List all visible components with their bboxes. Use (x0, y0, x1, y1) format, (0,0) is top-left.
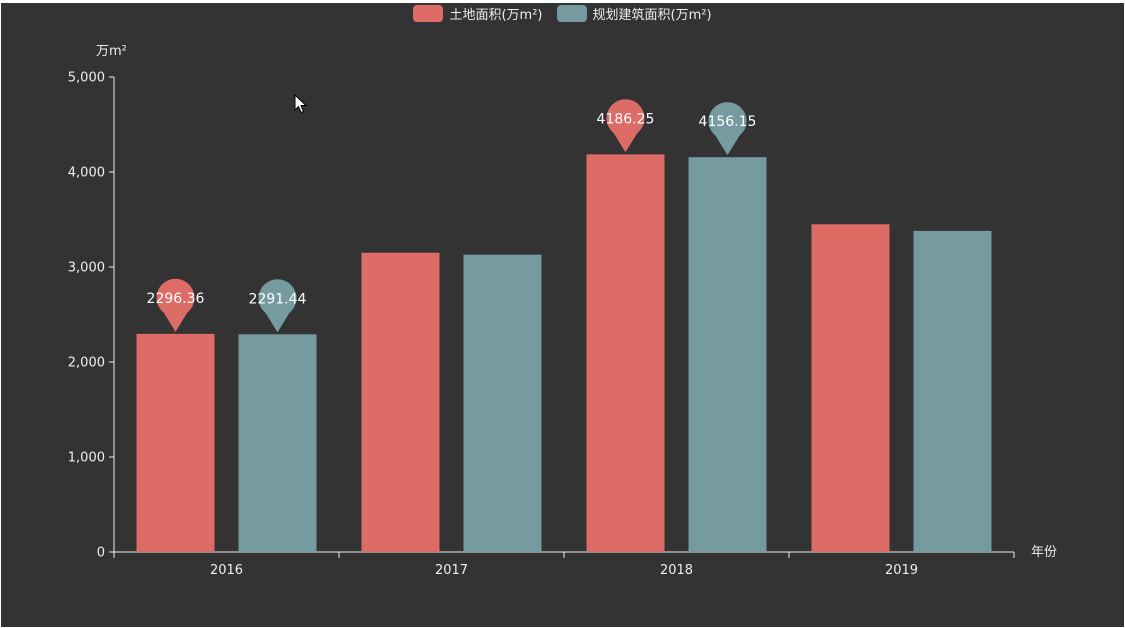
bar-1-2017[interactable] (463, 254, 542, 552)
x-tick-label: 2016 (210, 563, 243, 578)
markpoint-label: 4186.25 (597, 111, 655, 127)
markpoint-pin[interactable] (156, 278, 195, 332)
y-axis: 0 1,000 2,000 3,000 4,000 5,000 (68, 71, 115, 561)
y-tick-label: 0 (97, 546, 105, 561)
x-axis: 2016 2017 2018 2019 (113, 551, 1015, 578)
bar-0-2018[interactable] (586, 154, 665, 552)
arrow-pointer-icon (294, 94, 308, 114)
y-tick-label: 4,000 (68, 166, 105, 181)
markpoint-pin[interactable] (708, 102, 747, 156)
y-axis-title: 万m² (96, 44, 127, 59)
y-tick-label: 1,000 (68, 451, 105, 466)
bar-1-2019[interactable] (913, 230, 992, 552)
legend-label-land-area: 土地面积(万m²) (449, 8, 543, 23)
bar-0-2016[interactable] (136, 333, 215, 552)
legend: 土地面积(万m²) 规划建筑面积(万m²) (0, 4, 1125, 23)
markpoint-label: 4156.15 (699, 114, 757, 130)
x-tick-label: 2017 (435, 563, 468, 578)
bar-0-2017[interactable] (361, 252, 440, 552)
markpoint-label: 2291.44 (249, 291, 307, 307)
legend-item-planned-building-area[interactable]: 规划建筑面积(万m²) (556, 4, 712, 23)
legend-label-planned-building-area: 规划建筑面积(万m²) (592, 8, 712, 23)
markpoints: 2296.36 2291.44 4186.25 4156.15 (147, 99, 757, 333)
y-tick-label: 5,000 (68, 71, 105, 86)
x-tick-label: 2019 (885, 563, 918, 578)
bar-1-2016[interactable] (238, 334, 317, 552)
legend-swatch-planned-building-area (556, 5, 587, 22)
markpoint-label: 2296.36 (147, 291, 205, 307)
legend-item-land-area[interactable]: 土地面积(万m²) (413, 4, 543, 23)
markpoint-pin[interactable] (258, 279, 297, 333)
bars (136, 154, 992, 552)
x-tick-label: 2018 (660, 563, 693, 578)
markpoint-pin[interactable] (606, 99, 645, 153)
bar-0-2019[interactable] (811, 224, 890, 552)
legend-swatch-land-area (413, 5, 444, 22)
y-tick-label: 3,000 (68, 261, 105, 276)
bar-1-2018[interactable] (688, 157, 767, 552)
x-axis-title: 年份 (1031, 545, 1057, 560)
y-tick-label: 2,000 (68, 356, 105, 371)
